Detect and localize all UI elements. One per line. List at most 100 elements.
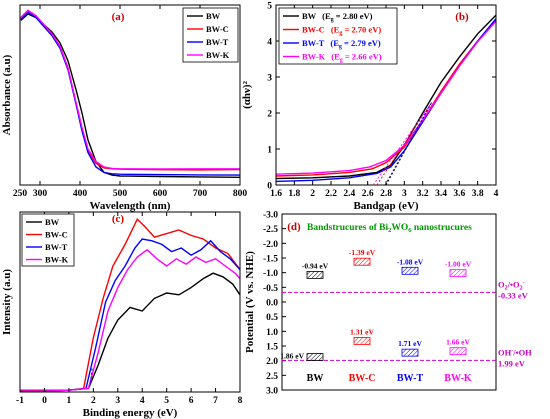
legend-entry-bw-k: BW-K (Eg = 2.66 eV) <box>302 52 382 64</box>
conduction-band-bw-k <box>449 269 467 278</box>
diagram-title-part: Bandstrucures of Bi <box>307 223 388 233</box>
panel-label: (c) <box>112 213 125 225</box>
diagram-title-part: nanostrucures <box>412 223 473 233</box>
series-line-bw-k <box>20 9 240 170</box>
panel-label: (d) <box>287 221 301 233</box>
legend-eg-sub: g <box>339 44 342 50</box>
y-tick-label: -2.0 <box>263 240 278 250</box>
legend-entry-bw: BW <box>206 11 221 21</box>
valence-band-bw-c <box>353 337 371 345</box>
y-tick-label: 2.0 <box>266 357 278 367</box>
x-axis-label: Bandgap (eV) <box>353 200 418 212</box>
valence-band-bw <box>306 353 324 361</box>
x-tick-label: 300 <box>33 189 48 199</box>
panel-c: -1 0 1 2 3 4 5 6 7 8 Binding energy (eV) Intensity … <box>1 211 243 419</box>
legend-eg: (E <box>331 52 340 62</box>
x-tick-label: 700 <box>193 189 208 199</box>
legend-entry-bw: BW <box>45 217 60 227</box>
legend-name: BW-C <box>302 25 325 35</box>
reference-top-label: O2/•O2- <box>498 279 525 291</box>
y-tick-label: -0.5 <box>263 284 278 294</box>
x-tick-label: 3.8 <box>472 189 484 199</box>
y-axis-label: Potential (V vs. NHE) <box>244 251 256 353</box>
legend-name: BW-T <box>302 38 325 48</box>
vb-value-label: 1.31 eV <box>350 327 374 336</box>
x-tick-label: 3 <box>115 396 120 406</box>
legend-entry-bw-c: BW-C <box>45 230 68 240</box>
ref-sup: - <box>523 280 525 286</box>
ref-part: /•O <box>507 279 520 289</box>
legend-entry-bw-t: BW-T <box>206 37 229 47</box>
x-tick-label: -1 <box>16 396 24 406</box>
ref-sub: 2 <box>505 285 508 291</box>
y-tick-label: 5 <box>267 2 272 12</box>
legend-name: BW-K <box>302 52 326 62</box>
x-tick-label: 500 <box>113 189 128 199</box>
y-tick-label: 2.5 <box>266 372 278 382</box>
series-line-bw <box>19 272 241 392</box>
x-tick-label: 2 <box>91 396 96 406</box>
legend-eg: (E <box>322 11 331 21</box>
diagram-title-part: 6 <box>408 227 412 234</box>
series-line-bw-c <box>275 18 497 177</box>
y-tick-label: -2.5 <box>263 225 278 235</box>
diagram-title-part: 2 <box>388 227 391 234</box>
x-tick-label: 400 <box>73 189 88 199</box>
legend-entry-bw: BW (Eg = 2.80 eV) <box>302 11 373 23</box>
valence-band-bw-k <box>449 347 467 356</box>
category-label-bw-k: BW-K <box>444 373 472 384</box>
panel-label: (a) <box>112 11 125 23</box>
y-tick-label: 1 <box>267 146 272 156</box>
conduction-band-bw <box>306 271 324 279</box>
legend-eg-value: = 2.66 eV) <box>343 52 382 62</box>
reference-bottom-label: 1.99 eV <box>498 358 526 368</box>
diagram-title: Bandstrucures of Bi2WO6 nanostrucures <box>307 223 472 234</box>
tangent-line-bw-c <box>376 101 433 186</box>
conduction-band-bw-t <box>401 266 419 275</box>
legend: BW BW-C BW-T BW-K <box>21 213 75 267</box>
diagram-title-part: WO <box>391 223 408 233</box>
ref-part: OH <box>498 347 512 357</box>
x-tick-label: 8 <box>238 396 243 406</box>
vb-value-label: 1.66 eV <box>446 338 470 347</box>
x-tick-label: 7 <box>213 396 218 406</box>
y-axis-label: Intensity (a.u) <box>1 269 13 335</box>
onset-marker <box>89 368 93 389</box>
vb-value-label: 1.86 eV <box>280 352 304 361</box>
plot-frame <box>281 213 497 391</box>
panel-d: -3.0-2.5-2.0-1.5-1.0-0.50.00.51.01.52.02… <box>244 211 532 397</box>
y-axis-label: Absorbance (a.u) <box>1 54 13 135</box>
x-tick-label: 1 <box>67 396 72 406</box>
y-axis-label: (αhν)² <box>241 80 253 108</box>
y-tick-label: -1.0 <box>263 269 278 279</box>
x-tick-label: 3 <box>402 189 407 199</box>
reference-top-label: OH-/•OH <box>498 347 532 357</box>
x-tick-label: 5 <box>164 396 169 406</box>
y-tick-label: 1.5 <box>266 343 278 353</box>
panel-b: 1.6 1.8 2 2.2 2.4 2.6 2.8 3 3.2 3.4 3.6 3.8 4 0 1 2 3 4 5 B… <box>241 2 499 213</box>
x-tick-label: 2.2 <box>325 189 337 199</box>
ref-sup: - <box>511 348 513 354</box>
y-tick-label: 1.0 <box>266 328 278 338</box>
x-tick-label: 3.6 <box>453 189 465 199</box>
legend-entry-bw-t: BW-T <box>45 242 68 252</box>
legend-eg: (E <box>331 25 340 35</box>
category-label-bw: BW <box>307 373 324 384</box>
cb-value-label: -1.08 eV <box>397 257 424 266</box>
panel-label: (b) <box>455 11 469 23</box>
legend-eg-sub: g <box>339 31 342 37</box>
legend-eg-value: = 2.80 eV) <box>334 11 373 21</box>
x-tick-label: 4 <box>494 189 499 199</box>
category-label-bw-c: BW-C <box>349 373 376 384</box>
y-tick-label: 0 <box>267 182 272 192</box>
cb-value-label: -1.39 eV <box>349 248 376 257</box>
category-label-bw-t: BW-T <box>397 373 424 384</box>
x-tick-label: 250 <box>13 189 28 199</box>
x-tick-label: 2.4 <box>343 189 355 199</box>
x-tick-label: 1.6 <box>270 189 282 199</box>
legend-box <box>278 7 398 65</box>
plot-frame <box>19 211 241 393</box>
legend-entry-bw-c: BW-C (Eg = 2.70 eV) <box>302 25 381 37</box>
series-line-bw-t <box>20 238 241 392</box>
